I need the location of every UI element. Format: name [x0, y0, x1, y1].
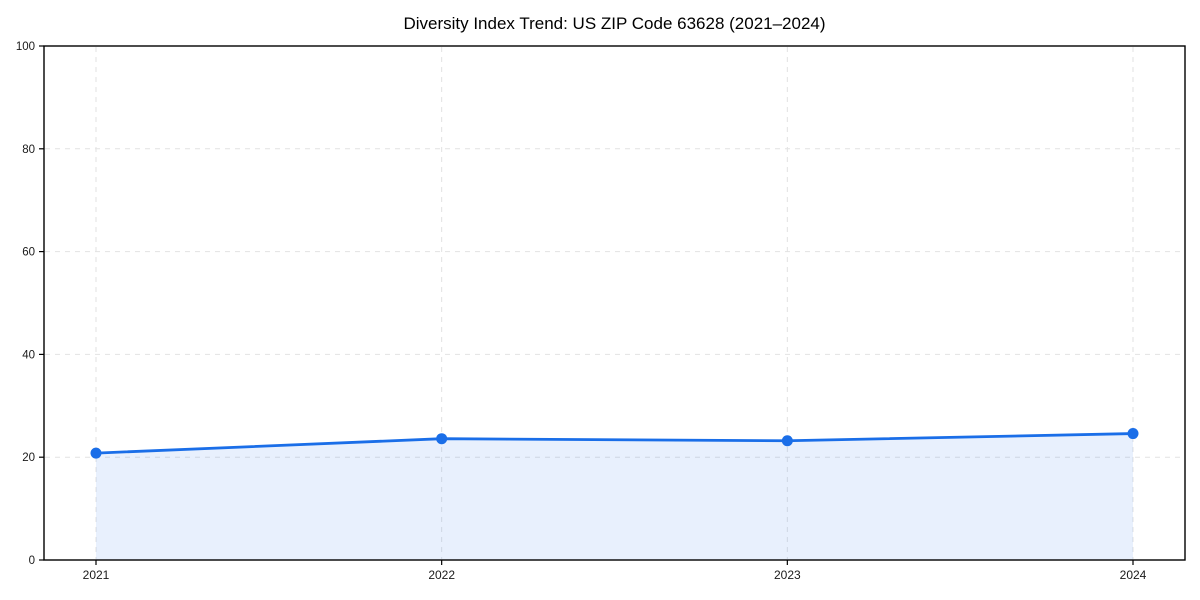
x-tick-label: 2022	[428, 568, 455, 582]
y-tick-label: 60	[22, 247, 35, 259]
data-point	[781, 435, 793, 447]
x-tick-label: 2021	[83, 568, 110, 582]
plot-border	[43, 45, 1186, 561]
y-tick-label: 40	[22, 349, 35, 361]
data-point	[90, 447, 102, 459]
y-tick-label: 100	[16, 41, 35, 53]
y-tick-label: 20	[22, 452, 35, 464]
x-tick-label: 2023	[774, 568, 801, 582]
data-point	[436, 433, 448, 445]
y-tick-label: 0	[29, 555, 35, 567]
data-point	[1127, 428, 1139, 440]
chart-title: Diversity Index Trend: US ZIP Code 63628…	[403, 14, 826, 33]
y-tick-label: 80	[22, 144, 35, 156]
trend-line	[94, 432, 1135, 455]
area-fill	[96, 433, 1133, 560]
x-tick-label: 2024	[1120, 568, 1147, 582]
